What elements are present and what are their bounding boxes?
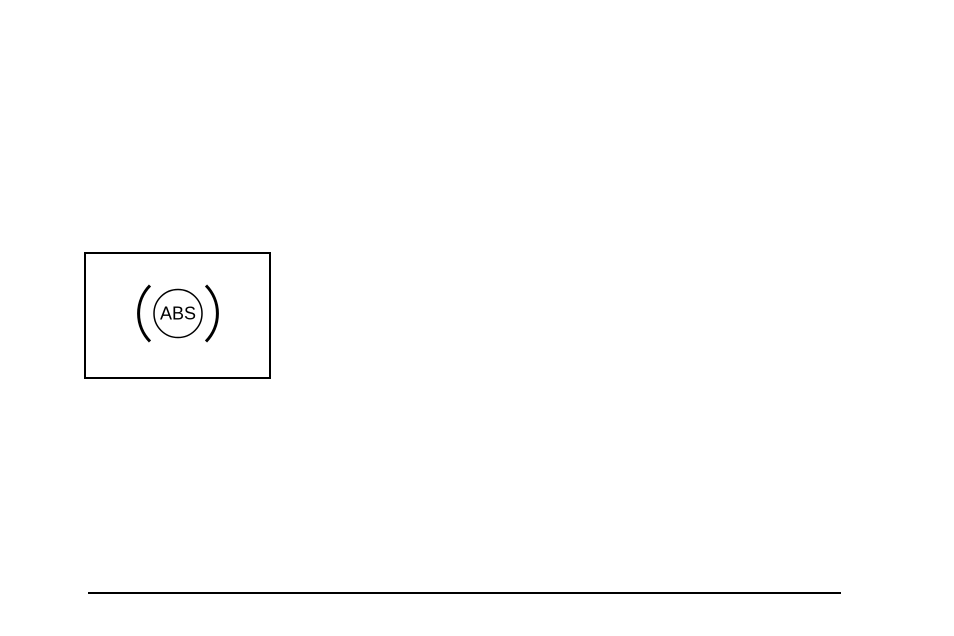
right-paren <box>206 285 217 341</box>
abs-label: ABS <box>159 303 195 323</box>
page-divider <box>88 592 841 594</box>
abs-svg: ABS <box>133 278 223 348</box>
abs-warning-icon: ABS <box>133 278 223 353</box>
left-paren <box>138 285 149 341</box>
abs-indicator-frame: ABS <box>84 252 271 379</box>
